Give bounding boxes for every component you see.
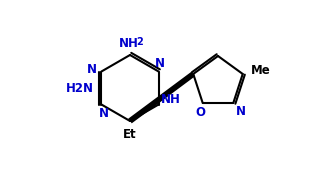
Text: NH: NH	[161, 93, 181, 106]
Text: H2N: H2N	[65, 82, 93, 95]
Text: N: N	[155, 57, 165, 70]
Text: Me: Me	[251, 64, 271, 78]
Text: N: N	[99, 107, 108, 120]
Text: N: N	[86, 63, 96, 76]
Text: Et: Et	[123, 129, 137, 142]
Text: 2: 2	[137, 37, 143, 47]
Text: O: O	[196, 105, 206, 119]
Text: NH: NH	[119, 36, 139, 50]
Text: N: N	[236, 105, 246, 117]
